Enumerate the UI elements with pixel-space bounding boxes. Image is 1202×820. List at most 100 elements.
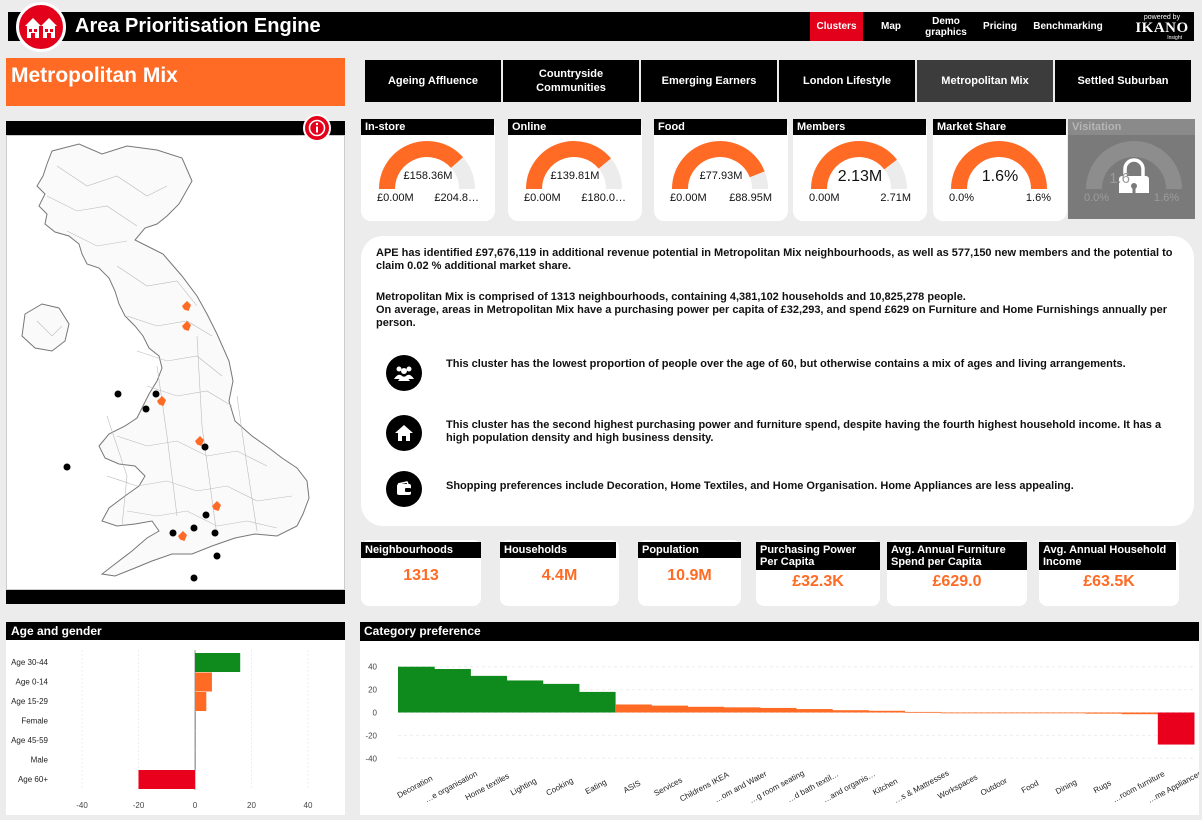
x-tick-label: 40 [304, 801, 313, 810]
city-marker [114, 390, 122, 398]
powered-by-label: powered by [1143, 14, 1181, 21]
stat-avg-annual-household-income: Avg. Annual Household Income £63.5K [1039, 540, 1179, 606]
brand-sub: Insight [1167, 35, 1182, 41]
bar [723, 707, 761, 713]
stat-avg-annual-furniture-spend-per-capita: Avg. Annual Furniture Spend per Capita £6… [887, 540, 1027, 606]
city-marker [202, 511, 210, 519]
uk-map[interactable] [7, 136, 344, 681]
gauge-max: £204.8… [434, 192, 479, 204]
cluster-tab-metropolitan-mix[interactable]: Metropolitan Mix [917, 60, 1053, 102]
bar [832, 710, 869, 713]
stat-value: £32.3K [792, 573, 844, 590]
cluster-map[interactable] [6, 135, 345, 681]
stat-label: Avg. Annual Household Income [1039, 542, 1176, 570]
bar [687, 706, 725, 713]
app-title: Area Prioritisation Engine [75, 15, 321, 37]
northern-ireland-landmass [21, 303, 70, 352]
gauge-min: 0.0% [949, 192, 975, 204]
map-footer [6, 590, 345, 604]
nav-benchmarking[interactable]: Benchmarking [1033, 21, 1103, 32]
home-icon [386, 415, 422, 451]
bar [506, 680, 544, 713]
category-label: Age 30-44 [11, 658, 48, 667]
nav-map[interactable]: Map [881, 21, 901, 32]
stat-label: Avg. Annual Furniture Spend per Capita [887, 542, 1027, 570]
gauge-fill [379, 141, 463, 190]
stat-value: 10.9M [667, 567, 712, 584]
cluster-area [212, 501, 221, 511]
gauge-max: 2.71M [880, 192, 911, 204]
stat-label: Households [500, 542, 616, 558]
gauge-arc [672, 141, 768, 190]
gauge-min: £0.00M [670, 192, 707, 204]
gauge-max: £180.0… [581, 192, 626, 204]
cluster-title: Metropolitan Mix [6, 58, 345, 106]
gauge-fill [526, 141, 611, 190]
gauge-max: £88.95M [729, 192, 772, 204]
cluster-tab-emerging-earners[interactable]: Emerging Earners [641, 60, 777, 102]
stat-value: £629.0 [932, 573, 982, 590]
gauge-arc [526, 141, 622, 190]
bar [470, 675, 508, 713]
cluster-tab-london-lifestyle[interactable]: London Lifestyle [779, 60, 915, 102]
gauge-visitation: Visitation 1.6 0.0% 1.6% [1068, 119, 1195, 219]
stat-households: Households 4.4M [500, 540, 619, 606]
bar [195, 672, 212, 692]
stat-value: 4.4M [541, 567, 578, 584]
category-label: Female [21, 717, 48, 726]
cluster-tab-ageing-affluence[interactable]: Ageing Affluence [365, 60, 501, 102]
stat-neighbourhoods: Neighbourhoods 1313 [361, 540, 481, 606]
gauge-value: 2.13M [837, 168, 883, 185]
gauge-max: 1.6% [1153, 192, 1179, 204]
brand-name: IKANO [1135, 20, 1189, 36]
nav-clusters[interactable]: Clusters [810, 12, 863, 41]
gauge-arc [379, 141, 475, 190]
nav-demographics[interactable]: Demo graphics [925, 15, 967, 38]
bar [195, 750, 196, 770]
stat-value: 1313 [403, 567, 439, 584]
gauge-label: Visitation [1068, 119, 1195, 135]
cluster-area [182, 321, 191, 331]
wallet-icon [386, 471, 422, 507]
bar [195, 731, 196, 750]
bar [615, 704, 652, 713]
bar [195, 653, 241, 672]
bar [398, 666, 435, 713]
category-preference-chart: -40 -20 0 20 40 Decoration …e organisation Home… [360, 641, 1202, 815]
gauge-value: £139.81M [550, 170, 600, 182]
category-label: Rugs [1092, 778, 1113, 795]
category-label: Male [31, 756, 49, 765]
info-icon[interactable] [303, 114, 331, 142]
stat-population: Population 10.9M [638, 540, 741, 606]
summary-item-purchasing: This cluster has the second highest purc… [446, 419, 1162, 444]
stat-value: £63.5K [1083, 573, 1135, 590]
bar [976, 712, 1014, 714]
gauge-label: In-store [361, 119, 494, 135]
summary-item-shopping: Shopping preferences include Decoration,… [446, 480, 1074, 492]
category-label: Outdoor [979, 776, 1009, 798]
bar [651, 705, 688, 713]
nav-pricing[interactable]: Pricing [983, 21, 1017, 32]
gauge-min: 0.00M [809, 192, 840, 204]
category-label: Food [1020, 779, 1040, 796]
category-preference-header: Category preference [360, 622, 1199, 641]
bar [904, 711, 942, 713]
summary-headline: APE has identified £97,676,119 in additi… [376, 247, 1173, 272]
bar [1085, 712, 1123, 714]
stat-label: Purchasing Power Per Capita [756, 542, 880, 570]
lock-icon [1119, 158, 1149, 193]
cluster-area [178, 531, 187, 541]
bar [578, 691, 616, 713]
bar [434, 669, 471, 713]
bar [1121, 712, 1159, 715]
gauge-label: Online [508, 119, 641, 135]
age-gender-header: Age and gender [6, 622, 345, 640]
gauge-label: Market Share [933, 119, 1066, 135]
category-label: ASIS [622, 779, 642, 796]
gauge-in-store: In-store £158.36M £0.00M £204.8… [361, 119, 495, 221]
cluster-tab-countryside-communities[interactable]: Countryside Communities [503, 60, 639, 102]
gauge-food: Food £77.93M £0.00M £88.95M [654, 119, 788, 221]
cluster-area [157, 396, 166, 406]
bar [195, 692, 207, 711]
cluster-tab-settled-suburban[interactable]: Settled Suburban [1055, 60, 1191, 102]
